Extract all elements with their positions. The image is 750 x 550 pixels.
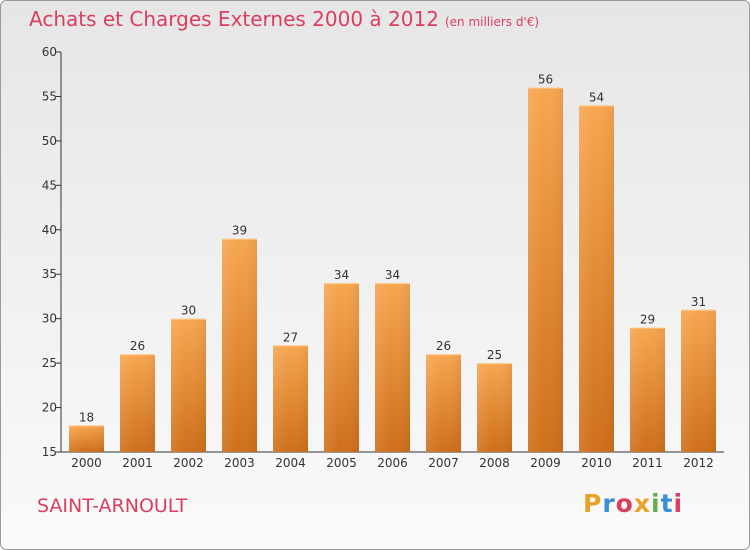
x-tick-label: 2009	[530, 456, 561, 470]
bar-sheen	[477, 363, 512, 452]
bar-sheen	[630, 327, 665, 452]
y-tick-label: 30	[42, 312, 57, 326]
y-tick-label: 45	[42, 178, 57, 192]
data-label: 54	[589, 90, 604, 104]
y-tick-label: 55	[42, 89, 57, 103]
chart-title: Achats et Charges Externes 2000 à 2012 (e…	[29, 7, 539, 31]
bar-sheen	[69, 425, 104, 452]
y-axis: 15 20 25 30 35 40 45 50 55 60	[42, 45, 62, 459]
data-label: 31	[691, 295, 706, 309]
y-tick-label: 50	[42, 134, 57, 148]
bar-sheen	[222, 238, 257, 452]
y-tick-label: 40	[42, 223, 57, 237]
x-tick-label: 2007	[428, 456, 459, 470]
data-label: 34	[334, 268, 349, 282]
bar-sheen	[681, 309, 716, 452]
bar-sheen	[375, 283, 410, 452]
logo-letter: t	[660, 489, 674, 518]
chart-subtitle: (en milliers d'€)	[444, 15, 540, 29]
bar-2005: 34	[324, 268, 359, 452]
y-tick-label: 25	[42, 356, 57, 370]
y-tick-label: 60	[42, 45, 57, 59]
logo-letter: x	[633, 489, 651, 518]
bar-sheen	[579, 105, 614, 452]
data-label: 39	[232, 224, 247, 238]
data-label: 25	[487, 348, 502, 362]
bar-2004: 27	[273, 330, 308, 452]
bar-2007: 26	[426, 339, 461, 452]
proxiti-logo: Proxiti	[583, 489, 683, 518]
y-tick-label: 35	[42, 267, 57, 281]
data-label: 34	[385, 268, 400, 282]
bar-2006: 34	[375, 268, 410, 452]
bar-sheen	[324, 283, 359, 452]
logo-letter: o	[615, 489, 634, 518]
data-label: 29	[640, 313, 655, 327]
x-tick-label: 2005	[326, 456, 357, 470]
x-tick-label: 2004	[275, 456, 306, 470]
bar-2009: 56	[528, 73, 563, 453]
x-tick-label: 2012	[683, 456, 714, 470]
bar-2000: 18	[69, 410, 104, 452]
bar-sheen	[528, 87, 563, 453]
y-tick-label: 20	[42, 401, 57, 415]
x-tick-label: 2006	[377, 456, 408, 470]
bar-2012: 31	[681, 295, 716, 452]
y-tick-label: 15	[42, 445, 57, 459]
bar-sheen	[426, 354, 461, 452]
logo-letter: P	[583, 489, 603, 518]
data-label: 26	[130, 339, 145, 353]
city-name: SAINT-ARNOULT	[37, 495, 188, 517]
bar-2001: 26	[120, 339, 155, 452]
bar-2011: 29	[630, 313, 665, 452]
data-label: 18	[79, 410, 94, 424]
x-tick-label: 2011	[632, 456, 663, 470]
data-label: 30	[181, 304, 196, 318]
bar-2003: 39	[222, 224, 257, 452]
logo-letter: i	[673, 489, 684, 518]
data-label: 26	[436, 339, 451, 353]
bars: 18 26 30 39 27 34 34 26 25 56 54 29 31	[69, 73, 716, 453]
logo-letter: r	[602, 489, 616, 518]
x-tick-label: 2003	[224, 456, 255, 470]
x-tick-label: 2001	[122, 456, 153, 470]
x-tick-label: 2002	[173, 456, 204, 470]
bar-sheen	[120, 354, 155, 452]
logo-letter: i	[651, 489, 661, 518]
title-text: Achats et Charges Externes 2000 à 2012	[29, 7, 439, 31]
data-label: 56	[538, 73, 553, 87]
data-label: 27	[283, 330, 298, 344]
x-axis: 2000 2001 2002 2003 2004 2005 2006 2007 2008 2009…	[61, 451, 724, 470]
x-tick-label: 2008	[479, 456, 510, 470]
bar-2008: 25	[477, 348, 512, 452]
bar-2010: 54	[579, 90, 614, 452]
x-tick-label: 2000	[71, 456, 102, 470]
bar-2002: 30	[171, 304, 206, 452]
bar-sheen	[171, 318, 206, 452]
x-tick-label: 2010	[581, 456, 612, 470]
bar-sheen	[273, 345, 308, 452]
